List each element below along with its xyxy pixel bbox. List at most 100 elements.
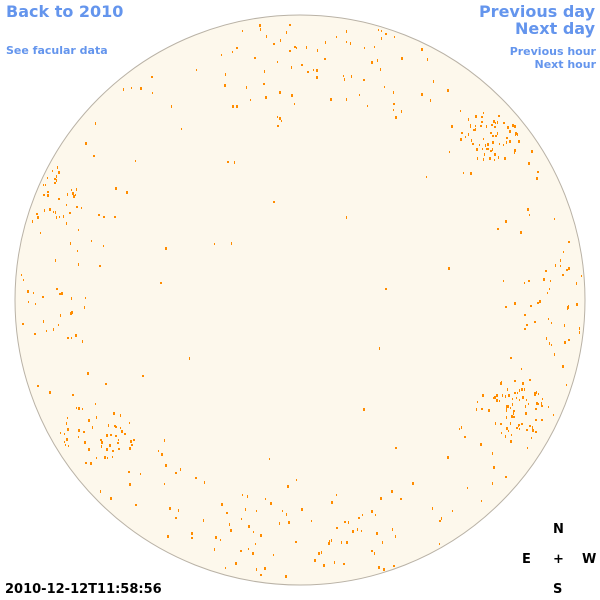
facula-speck xyxy=(321,551,322,554)
facula-speck xyxy=(480,125,482,127)
facula-speck xyxy=(497,121,498,124)
facula-speck xyxy=(545,270,547,272)
facula-speck xyxy=(514,125,516,128)
facula-speck xyxy=(253,531,254,533)
facula-speck xyxy=(374,46,375,48)
facula-speck xyxy=(481,116,483,118)
facula-speck xyxy=(546,337,547,340)
facula-speck xyxy=(493,466,495,469)
facula-speck xyxy=(191,532,193,535)
facula-speck xyxy=(76,206,78,208)
facula-speck xyxy=(541,419,543,421)
facula-speck xyxy=(130,440,132,443)
facula-speck xyxy=(467,487,468,489)
facula-speck xyxy=(107,457,108,459)
facula-speck xyxy=(250,99,251,101)
facula-speck xyxy=(581,275,582,277)
facula-speck xyxy=(513,416,515,418)
facula-speck xyxy=(506,405,507,407)
facula-speck xyxy=(499,143,500,145)
facula-speck xyxy=(494,159,495,161)
previous-day-link[interactable]: Previous day xyxy=(478,2,595,21)
see-facular-data-link[interactable]: See facular data xyxy=(6,44,108,57)
facula-speck xyxy=(294,46,296,48)
facula-speck xyxy=(334,561,335,564)
facula-speck xyxy=(164,439,165,442)
facula-speck xyxy=(492,148,493,151)
facula-speck xyxy=(555,264,556,267)
facula-speck xyxy=(531,150,533,153)
facula-speck xyxy=(245,508,246,511)
facula-speck xyxy=(75,194,76,196)
compass-west-label: W xyxy=(582,552,597,567)
facula-speck xyxy=(541,405,543,407)
facula-speck xyxy=(393,91,394,94)
facula-speck xyxy=(64,433,65,435)
facula-speck xyxy=(101,445,102,448)
facula-speck xyxy=(529,214,530,216)
facula-speck xyxy=(510,357,512,359)
facula-speck xyxy=(549,342,550,345)
facula-speck xyxy=(529,425,531,427)
facula-speck xyxy=(460,110,461,112)
facula-speck xyxy=(273,554,274,556)
facula-speck xyxy=(236,47,238,49)
facula-speck xyxy=(135,504,137,506)
facula-speck xyxy=(492,141,494,144)
facula-speck xyxy=(492,135,494,137)
facula-speck xyxy=(273,43,275,45)
facula-speck xyxy=(468,133,469,136)
facula-speck xyxy=(542,398,543,400)
facula-speck xyxy=(343,563,345,565)
back-to-year-link[interactable]: Back to 2010 xyxy=(6,2,124,21)
facula-speck xyxy=(85,297,86,299)
facula-speck xyxy=(307,71,309,73)
facula-speck xyxy=(265,498,266,500)
facula-speck xyxy=(78,263,79,266)
facula-speck xyxy=(483,112,484,114)
facula-speck xyxy=(528,280,530,282)
facula-speck xyxy=(98,214,100,216)
facula-speck xyxy=(100,490,101,493)
facula-speck xyxy=(511,434,512,436)
facula-speck xyxy=(481,408,483,410)
facula-speck xyxy=(329,540,330,543)
facula-speck xyxy=(519,389,520,392)
facula-speck xyxy=(289,24,291,26)
facula-speck xyxy=(66,204,67,206)
facula-speck xyxy=(140,87,142,90)
facula-speck xyxy=(92,426,93,429)
facula-speck xyxy=(169,507,171,510)
facula-speck xyxy=(110,434,112,436)
facula-speck xyxy=(120,427,121,429)
facula-speck xyxy=(430,99,431,102)
facula-speck xyxy=(452,510,453,512)
facula-speck xyxy=(76,188,77,191)
facula-speck xyxy=(296,47,297,49)
facula-speck xyxy=(96,416,97,419)
facula-speck xyxy=(56,175,57,178)
facula-speck xyxy=(328,542,330,545)
facula-speck xyxy=(503,280,504,282)
next-hour-link[interactable]: Next hour xyxy=(534,58,597,71)
facula-speck xyxy=(336,494,337,496)
next-day-link[interactable]: Next day xyxy=(515,19,595,38)
facula-speck xyxy=(88,448,90,451)
facula-speck xyxy=(494,153,496,156)
facula-speck xyxy=(530,305,532,307)
facula-speck xyxy=(508,430,509,432)
facula-speck xyxy=(517,133,518,136)
facula-speck xyxy=(131,87,132,89)
facula-speck xyxy=(67,193,68,196)
facula-speck xyxy=(441,517,442,520)
facula-speck xyxy=(112,450,114,452)
facula-speck xyxy=(60,432,61,434)
facula-speck xyxy=(480,443,482,446)
facula-speck xyxy=(543,278,545,281)
facula-speck xyxy=(503,122,505,124)
facula-speck xyxy=(346,541,348,544)
facula-speck xyxy=(385,288,387,290)
facula-speck xyxy=(142,375,144,377)
facula-speck xyxy=(78,436,79,438)
previous-hour-link[interactable]: Previous hour xyxy=(509,45,596,58)
